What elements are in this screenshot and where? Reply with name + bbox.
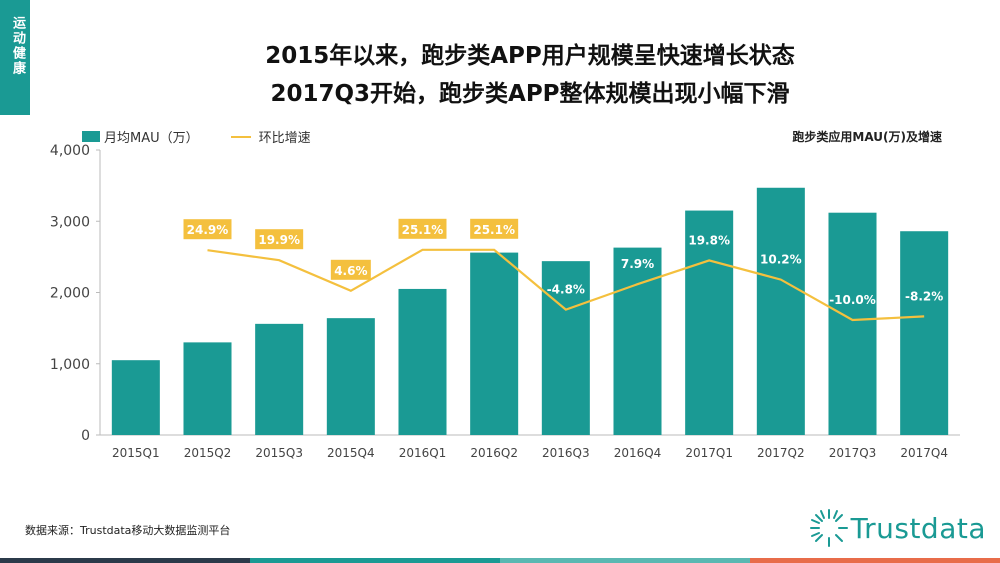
x-tick-label: 2016Q4 [614,446,662,460]
bottom-color-strip [0,558,1000,563]
growth-label-2016Q4: 7.9% [621,257,654,271]
growth-label-2017Q1: 19.8% [688,233,730,247]
bar-2016Q2 [470,252,519,435]
growth-label-2016Q1: 25.1% [402,223,444,237]
bar-2017Q1 [685,210,734,435]
x-tick-label: 2015Q2 [184,446,232,460]
side-category-tab: 运动健康 [0,0,30,115]
growth-badge-2016Q2 [470,218,519,239]
x-tick-label: 2016Q1 [399,446,447,460]
bar-2015Q2 [183,342,232,435]
x-tick-label: 2016Q3 [542,446,590,460]
bar-2017Q4 [900,231,949,435]
x-tick-label: 2015Q1 [112,446,160,460]
growth-label-2017Q4: -8.2% [905,289,943,303]
y-tick-label: 2,000 [50,286,90,302]
growth-badge-2015Q2 [183,219,232,240]
y-tick-label: 1,000 [50,357,90,373]
growth-label-2016Q2: 25.1% [473,223,515,237]
growth-badge-2015Q3 [255,229,304,250]
legend-line-swatch [230,135,251,138]
x-tick-label: 2016Q2 [470,446,518,460]
x-tick-label: 2017Q4 [900,446,948,460]
bar-2016Q1 [398,288,447,435]
growth-label-2017Q2: 10.2% [760,253,802,267]
x-tick-label: 2015Q3 [255,446,303,460]
logo-wordmark: Trustdata [850,511,986,545]
chart-legend: 月均MAU（万） 环比增速 [82,127,311,146]
sunburst-logo-icon [809,509,848,547]
x-tick-label: 2017Q1 [685,446,733,460]
growth-label-2015Q2: 24.9% [187,223,229,237]
trustdata-logo: Trustdata [807,503,986,553]
y-tick-label: 4,000 [50,143,90,159]
bar-2015Q3 [255,323,304,435]
growth-badge-2015Q4 [330,259,371,280]
chart-subtitle: 跑步类应用MAU(万)及增速 [792,130,942,144]
side-category-label: 运动健康 [10,16,25,76]
bar-2017Q2 [756,187,805,435]
legend-line-label: 环比增速 [258,131,311,146]
x-tick-label: 2017Q2 [757,446,805,460]
bar-2016Q4 [613,247,662,435]
growth-badge-2016Q1 [398,218,447,239]
legend-bar-swatch [82,131,100,142]
growth-label-2015Q4: 4.6% [334,264,367,278]
page-title-line1: 2015年以来，跑步类APP用户规模呈快速增长状态 [265,43,795,69]
growth-label-2016Q3: -4.8% [547,283,585,297]
growth-label-2015Q3: 19.9% [258,233,300,247]
y-tick-label: 0 [81,428,90,444]
bar-2017Q3 [828,212,877,435]
bar-2016Q3 [541,261,590,435]
growth-line [207,248,925,322]
y-tick-label: 3,000 [50,214,90,230]
legend-bar-label: 月均MAU（万） [104,131,199,146]
page-title-line2: 2017Q3开始，跑步类APP整体规模出现小幅下滑 [270,81,790,107]
growth-label-2017Q3: -10.0% [829,293,876,307]
bar-2015Q1 [111,360,160,435]
data-source-note: 数据来源：Trustdata移动大数据监测平台 [25,524,231,537]
x-tick-label: 2017Q3 [829,446,877,460]
x-tick-label: 2015Q4 [327,446,375,460]
bar-2015Q4 [326,318,375,435]
